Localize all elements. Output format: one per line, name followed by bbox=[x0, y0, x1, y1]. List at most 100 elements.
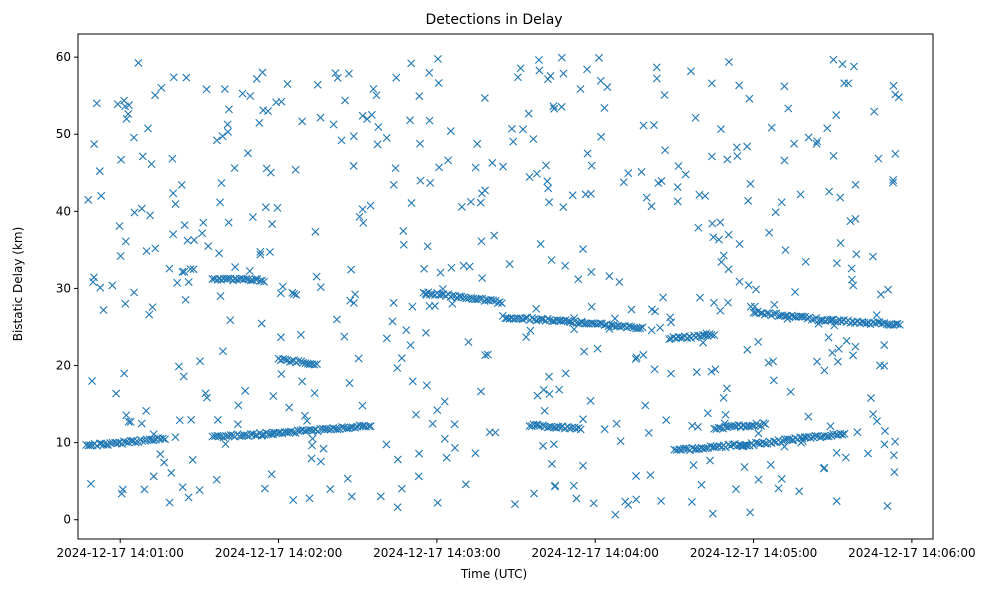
data-point bbox=[219, 433, 228, 442]
data-point bbox=[195, 486, 204, 495]
data-point bbox=[707, 152, 716, 161]
data-point bbox=[340, 332, 349, 341]
data-point bbox=[547, 459, 556, 468]
data-point bbox=[889, 176, 898, 184]
data-point bbox=[160, 458, 169, 467]
data-point bbox=[657, 496, 666, 505]
data-point bbox=[233, 420, 242, 429]
data-point bbox=[258, 68, 267, 77]
data-point bbox=[354, 354, 363, 363]
data-point bbox=[836, 193, 845, 202]
data-point bbox=[801, 257, 810, 266]
data-point bbox=[891, 437, 900, 446]
data-point bbox=[481, 351, 490, 360]
data-point bbox=[610, 314, 619, 323]
data-point bbox=[392, 73, 401, 82]
data-point bbox=[158, 434, 167, 443]
data-point bbox=[444, 156, 453, 165]
data-point bbox=[844, 79, 853, 88]
data-point bbox=[459, 261, 468, 270]
data-point bbox=[376, 492, 385, 501]
data-point bbox=[273, 203, 282, 212]
data-point bbox=[516, 64, 525, 73]
data-point bbox=[199, 218, 208, 227]
data-point bbox=[218, 132, 227, 141]
data-point bbox=[393, 364, 402, 373]
data-point bbox=[754, 337, 763, 346]
data-point bbox=[894, 93, 903, 102]
data-point bbox=[838, 430, 847, 439]
data-point bbox=[697, 480, 706, 489]
data-point bbox=[137, 204, 146, 213]
data-point bbox=[289, 428, 298, 437]
data-point bbox=[673, 197, 682, 206]
data-point bbox=[122, 411, 131, 420]
data-point bbox=[124, 110, 133, 119]
data-point bbox=[667, 318, 676, 327]
data-point bbox=[569, 481, 578, 490]
data-point bbox=[829, 430, 838, 439]
data-point bbox=[343, 474, 352, 483]
data-point bbox=[216, 198, 225, 207]
data-point bbox=[880, 341, 889, 350]
data-point bbox=[196, 357, 205, 366]
data-point bbox=[256, 250, 265, 259]
data-point bbox=[893, 319, 902, 328]
data-point bbox=[526, 326, 535, 335]
data-point bbox=[895, 320, 904, 329]
data-point bbox=[832, 497, 841, 506]
data-point bbox=[246, 91, 255, 100]
data-point bbox=[115, 438, 124, 447]
data-point bbox=[230, 164, 239, 173]
data-point bbox=[332, 315, 341, 324]
data-point bbox=[813, 137, 822, 146]
data-point bbox=[858, 317, 867, 326]
data-point bbox=[829, 151, 838, 160]
data-point bbox=[90, 140, 99, 149]
x-axis-label: Time (UTC) bbox=[460, 567, 527, 581]
data-point bbox=[311, 227, 320, 236]
data-point bbox=[543, 75, 552, 84]
data-point bbox=[226, 431, 235, 440]
data-point bbox=[547, 422, 556, 431]
data-point bbox=[689, 461, 698, 470]
data-point bbox=[201, 389, 210, 398]
data-point bbox=[665, 335, 674, 344]
data-point bbox=[473, 139, 482, 148]
data-point bbox=[769, 309, 778, 318]
data-point bbox=[182, 73, 191, 82]
data-point bbox=[333, 425, 342, 434]
data-point bbox=[242, 274, 251, 283]
data-point bbox=[189, 265, 198, 274]
data-point bbox=[218, 347, 227, 356]
data-point bbox=[662, 416, 671, 425]
data-point bbox=[422, 290, 431, 299]
data-point bbox=[351, 290, 360, 299]
data-point bbox=[446, 127, 455, 136]
data-point bbox=[423, 242, 432, 251]
data-point bbox=[840, 429, 849, 438]
data-point bbox=[686, 67, 695, 76]
data-point bbox=[576, 85, 585, 93]
data-point bbox=[619, 178, 628, 187]
data-point bbox=[142, 406, 151, 415]
data-point bbox=[890, 468, 899, 477]
data-point bbox=[124, 417, 133, 426]
data-point bbox=[798, 312, 807, 321]
data-point bbox=[787, 311, 796, 320]
x-axis-ticks: 2024-12-17 14:01:00 2024-12-17 14:02:00 20… bbox=[56, 539, 976, 560]
data-point bbox=[471, 449, 480, 458]
data-point bbox=[251, 275, 260, 284]
data-point bbox=[605, 324, 614, 333]
data-marks bbox=[82, 53, 904, 519]
data-point bbox=[183, 236, 192, 245]
data-point bbox=[268, 220, 277, 229]
data-point bbox=[147, 160, 156, 169]
data-point bbox=[416, 176, 425, 185]
data-point bbox=[507, 124, 516, 133]
data-point bbox=[625, 322, 634, 331]
x-tick-label: 2024-12-17 14:03:00 bbox=[373, 546, 500, 560]
data-point bbox=[391, 164, 400, 173]
data-point bbox=[660, 91, 669, 100]
data-point bbox=[102, 440, 111, 449]
